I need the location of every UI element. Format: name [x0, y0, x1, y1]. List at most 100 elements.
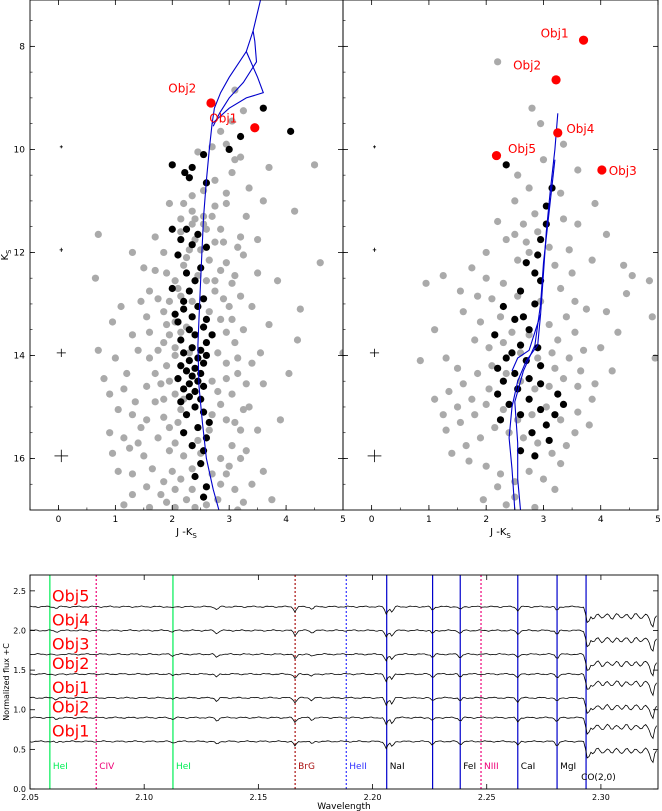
field-star-point [234, 506, 242, 510]
field-star-point [143, 313, 151, 321]
cluster-star-point [205, 418, 213, 427]
field-star-point [225, 462, 233, 470]
cluster-star-point [168, 161, 176, 169]
spectral-line-label: HeI [53, 762, 68, 772]
spectrum-series-label: Obj3 [52, 634, 89, 653]
field-star-point [557, 189, 565, 197]
isochrone-line [508, 113, 559, 510]
field-star-point [222, 375, 230, 383]
field-star-point [143, 416, 151, 424]
field-star-point [165, 297, 174, 305]
spectral-line-label: HeII [349, 762, 367, 772]
field-star-point [211, 176, 219, 184]
field-star-point [442, 426, 450, 434]
cluster-star-point [531, 269, 539, 277]
cluster-star-point [534, 344, 542, 352]
field-star-point [123, 369, 131, 378]
field-star-point [211, 238, 219, 246]
field-star-point [276, 416, 284, 424]
cluster-star-point [191, 387, 199, 396]
plot-area [54, 0, 343, 510]
field-star-point [562, 313, 570, 321]
cluster-star-point [171, 310, 179, 318]
cluster-star-point [259, 104, 267, 112]
plot-frame [342, 0, 659, 511]
x-tick-label: 2.20 [364, 793, 382, 802]
x-tick-label: 2.05 [21, 793, 39, 802]
cluster-star-point [185, 174, 193, 182]
field-star-point [453, 364, 462, 372]
field-star-point [242, 447, 250, 455]
field-star-point [499, 405, 507, 414]
field-star-point [614, 328, 622, 336]
field-star-point [571, 297, 579, 305]
field-star-point [519, 434, 528, 442]
isochrone-line [197, 0, 262, 510]
field-star-point [111, 354, 119, 362]
spectral-line-label: NIII [484, 762, 499, 772]
cluster-star-point [168, 284, 176, 293]
field-star-point [620, 261, 628, 269]
field-star-point [557, 460, 565, 468]
cluster-star-point [185, 326, 193, 334]
field-star-point [222, 470, 230, 478]
field-star-point [128, 470, 137, 478]
field-star-point [114, 467, 122, 475]
field-star-point [268, 496, 276, 504]
cluster-star-point [287, 127, 295, 135]
cluster-star-point [511, 315, 519, 323]
cluster-star-point [180, 429, 188, 437]
cluster-star-point [551, 411, 559, 419]
field-star-point [559, 140, 568, 148]
field-star-point [236, 233, 245, 241]
field-star-point [137, 297, 145, 305]
field-star-point [482, 462, 490, 470]
cluster-star-point [225, 145, 233, 153]
x-tick-label: 2.10 [135, 793, 153, 802]
field-star-point [522, 238, 530, 246]
isochrone-line [211, 51, 265, 125]
field-star-point [191, 215, 199, 223]
field-star-point [296, 305, 304, 313]
field-star-point [422, 279, 430, 287]
field-star-point [293, 336, 302, 344]
field-star-point [499, 338, 507, 347]
field-star-point [100, 375, 108, 383]
field-star-point [511, 197, 519, 205]
field-star-point [217, 454, 225, 463]
field-star-point [508, 328, 516, 336]
x-tick-label: 0 [56, 515, 62, 525]
field-star-point [231, 418, 239, 427]
field-star-point [528, 104, 536, 112]
field-star-point [482, 274, 490, 282]
spectrum-series-label: Obj2 [52, 698, 89, 717]
isochrone-line [511, 314, 542, 372]
field-star-point [191, 503, 199, 510]
y-tick-label: 2.0 [13, 626, 26, 635]
x-axis-label: J -KS [175, 527, 197, 540]
field-star-point [222, 328, 230, 336]
field-star-point [108, 318, 117, 326]
field-star-point [217, 225, 225, 233]
field-star-point [168, 467, 176, 475]
field-star-point [162, 362, 171, 370]
field-star-point [165, 199, 174, 208]
field-star-point [108, 449, 117, 457]
cluster-star-point [199, 323, 208, 331]
field-star-point [439, 272, 447, 280]
field-star-point [148, 465, 156, 473]
field-star-point [259, 380, 267, 388]
cluster-star-point [525, 375, 533, 383]
field-star-point [597, 344, 605, 352]
cluster-star-point [194, 230, 202, 238]
spectral-line-label: CIV [99, 762, 115, 772]
field-star-point [177, 475, 185, 483]
spectrum-series-label: Obj1 [52, 678, 89, 697]
field-star-point [531, 385, 539, 393]
field-star-point [499, 279, 507, 287]
cluster-star-point [494, 390, 502, 398]
cluster-star-point [525, 326, 533, 334]
cluster-star-point [191, 331, 199, 339]
field-star-point [259, 467, 267, 475]
